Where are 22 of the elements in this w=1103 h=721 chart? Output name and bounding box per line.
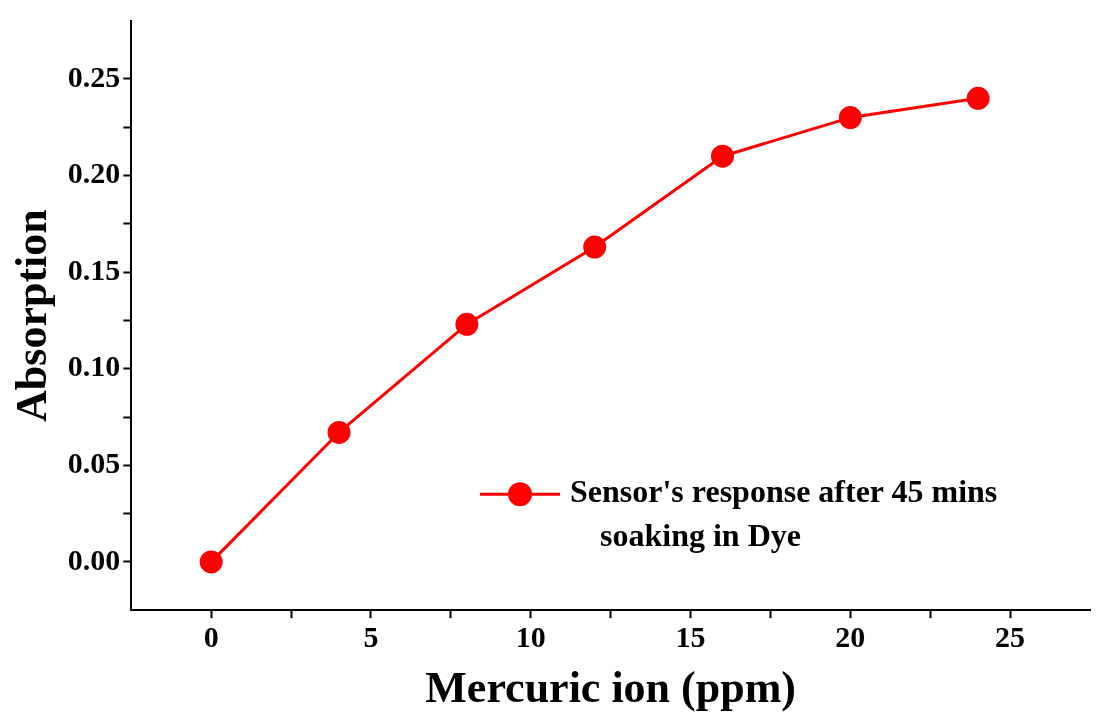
x-tick-label: 5 bbox=[363, 619, 379, 653]
y-tick-label: 0.10 bbox=[67, 349, 121, 383]
x-tick-label: 25 bbox=[995, 619, 1026, 653]
y-tick-label: 0.15 bbox=[67, 252, 121, 286]
point bbox=[199, 550, 223, 574]
x-tick-label: 0 bbox=[203, 619, 219, 653]
point bbox=[711, 144, 734, 168]
point bbox=[455, 312, 479, 336]
x-tick-label: 10 bbox=[515, 619, 546, 653]
y-axis-title: Absorption bbox=[6, 209, 56, 422]
y-tick-label: 0.00 bbox=[67, 542, 121, 576]
x-tick-label: 20 bbox=[835, 619, 866, 653]
y-tick-label: 0.20 bbox=[67, 156, 121, 190]
point bbox=[966, 86, 990, 110]
point bbox=[327, 420, 351, 444]
y-tick-label: 0.25 bbox=[67, 59, 121, 93]
point bbox=[838, 106, 862, 130]
x-axis-title: Mercuric ion (ppm) bbox=[425, 662, 796, 712]
legend-label: Sensor's response after 45 mins soaking in Dye bbox=[570, 473, 998, 554]
x-tick-label: 15 bbox=[675, 619, 706, 653]
y-tick-label: 0.05 bbox=[67, 446, 121, 480]
point bbox=[583, 235, 607, 259]
